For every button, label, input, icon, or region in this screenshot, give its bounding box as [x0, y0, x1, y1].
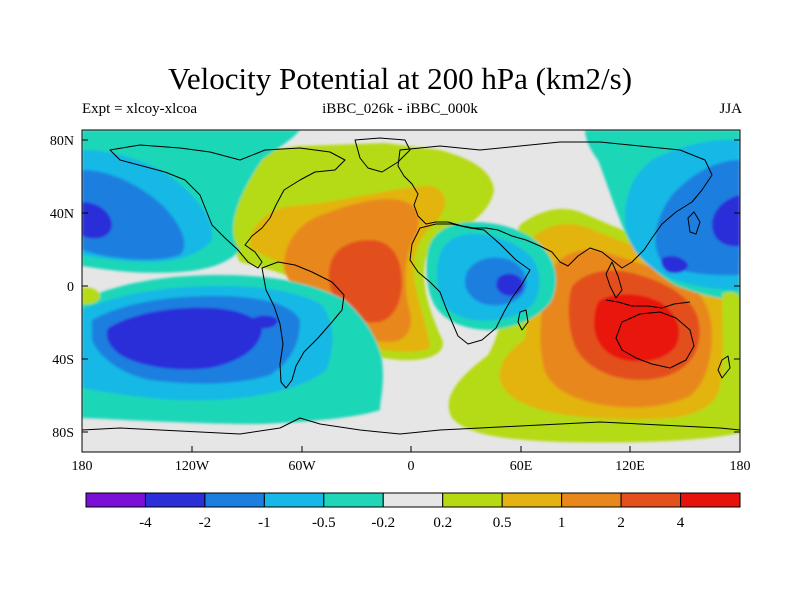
lon-label: 120W [175, 459, 210, 474]
coast-indonesia [605, 299, 691, 309]
colorbar-label: -1 [258, 515, 271, 531]
lon-label: 180 [730, 459, 751, 474]
lon-label: 60W [288, 459, 316, 474]
coast-eurasia [397, 141, 713, 269]
colorbar-box [204, 492, 265, 508]
colorbar: -4 -2 -1 -0.5 -0.2 0.2 0.5 1 2 4 [85, 492, 741, 531]
colorbar-box [680, 492, 741, 508]
coast-japan [687, 211, 701, 235]
negative-region-npacific-mid [82, 170, 185, 260]
axis-ticks [81, 139, 741, 452]
colorbar-label: 0.2 [433, 515, 452, 531]
colorbar-box [382, 492, 444, 508]
negative-region-eafrica-core [496, 273, 524, 296]
lon-label: 120E [615, 459, 645, 474]
season-label: JJA [719, 101, 742, 117]
colorbar-box [323, 492, 384, 508]
colorbar-label: -0.2 [371, 515, 395, 531]
coast-new-zealand [717, 355, 731, 379]
lat-label: 0 [67, 280, 74, 295]
lat-label: 80S [52, 426, 74, 441]
positive-region-west-edge [82, 287, 100, 305]
lat-label: 40N [50, 207, 74, 222]
colorbar-box [501, 492, 563, 508]
negative-region-spacific-core [106, 307, 263, 370]
lat-label: 80N [50, 134, 74, 149]
longitude-labels: 180 120W 60W 0 60E 120E 180 [72, 459, 751, 474]
coast-south-america [261, 261, 345, 389]
colorbar-label: -4 [139, 515, 152, 531]
colorbar-box [85, 492, 146, 508]
colorbar-label: 1 [558, 515, 566, 531]
negative-region-npacific-core [82, 202, 112, 239]
velocity-potential-field [82, 130, 740, 452]
colorbar-label: 0.5 [493, 515, 512, 531]
coast-australia [615, 311, 695, 369]
colorbar-box [561, 492, 622, 508]
colorbar-box [442, 492, 503, 508]
lon-label: 60E [510, 459, 533, 474]
positive-region-east-edge [722, 292, 740, 308]
coast-madagascar [517, 309, 529, 331]
positive-region-indo-core [594, 294, 680, 362]
negative-region-spacific-small [249, 315, 278, 329]
comparison-label: iBBC_026k - iBBC_000k [322, 101, 478, 117]
latitude-labels: 80N 40N 0 40S 80S [50, 134, 74, 441]
plot-title: Velocity Potential at 200 hPa (km2/s) [167, 61, 633, 96]
colorbar-label: -2 [199, 515, 212, 531]
lon-label: 180 [72, 459, 93, 474]
colorbar-box [620, 492, 682, 508]
colorbar-box [263, 492, 325, 508]
negative-region-wpacific-core [712, 195, 740, 247]
negative-region-wpacific-small [661, 256, 688, 274]
colorbar-label: -0.5 [312, 515, 336, 531]
coast-africa [409, 223, 531, 345]
coast-indochina [605, 261, 623, 299]
coast-antarctica [82, 417, 740, 435]
lon-label: 0 [408, 459, 415, 474]
coastlines [82, 137, 740, 435]
colorbar-box [144, 492, 206, 508]
experiment-label: Expt = xlcoy-xlcoa [82, 101, 198, 117]
lat-label: 40S [52, 353, 74, 368]
colorbar-label: 2 [617, 515, 625, 531]
coast-north-america [109, 144, 346, 269]
colorbar-label: 4 [677, 515, 685, 531]
